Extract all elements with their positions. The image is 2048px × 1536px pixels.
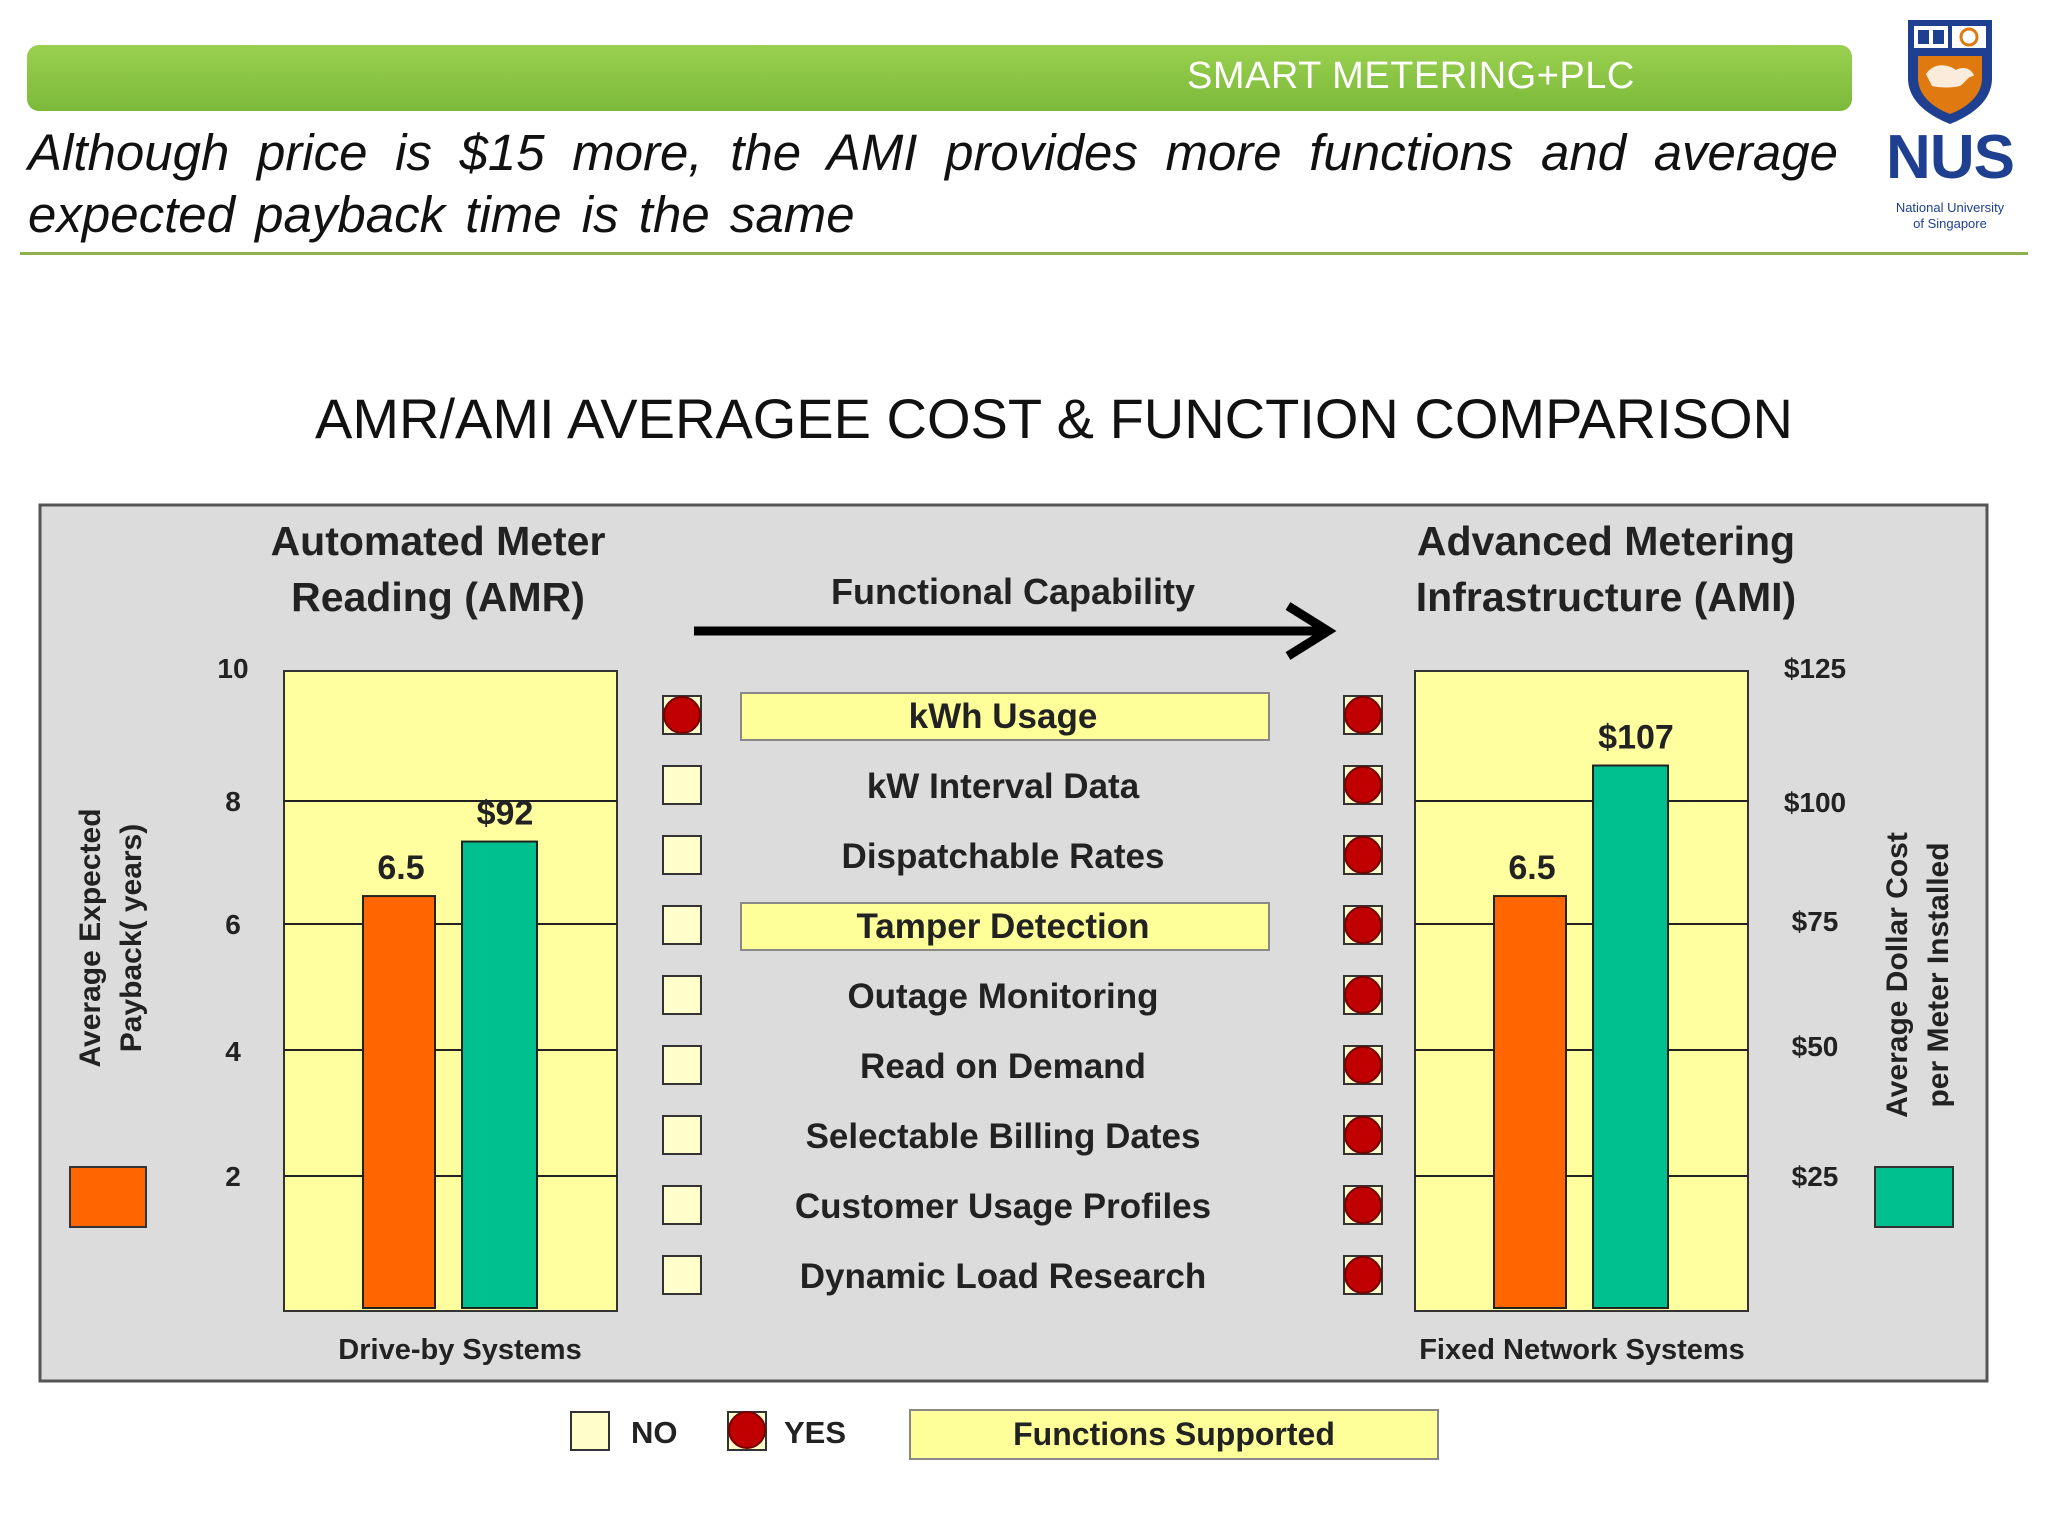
amr-title-line2: Reading (AMR): [291, 574, 585, 620]
function-yes-dot: [1344, 1256, 1382, 1294]
function-check-box: [662, 1045, 702, 1085]
ami-title-line1: Advanced Metering: [1417, 518, 1795, 564]
function-yes-dot: [1344, 766, 1382, 804]
nus-wordmark: NUS: [1886, 123, 2015, 192]
capability-label: Functional Capability: [831, 571, 1195, 612]
nus-name-line1: National University: [1895, 200, 2005, 215]
function-row: Customer Usage Profiles: [662, 1185, 1383, 1226]
function-label: Outage Monitoring: [847, 977, 1158, 1016]
legend-supported-box: [909, 1409, 1439, 1460]
function-row: Dynamic Load Research: [662, 1255, 1383, 1296]
function-highlight: [740, 692, 1270, 741]
function-row: Outage Monitoring: [662, 975, 1383, 1016]
function-label: Dynamic Load Research: [800, 1257, 1207, 1296]
ami-plot-area: [1414, 670, 1749, 1312]
right-tick-label: $50: [1792, 1031, 1839, 1062]
function-yes-dot: [1344, 1186, 1382, 1224]
function-yes-dot: [1344, 906, 1382, 944]
function-label: Selectable Billing Dates: [806, 1117, 1201, 1156]
function-check-box: [662, 765, 702, 805]
payback-value-label: 6.5: [377, 849, 424, 887]
right-tick-label: $75: [1792, 906, 1839, 937]
left-axis-label-line1: Average Expected: [74, 808, 107, 1067]
chart-title: AMR/AMI AVERAGEE COST & FUNCTION COMPARI…: [315, 387, 1793, 450]
nus-logo: NUS National University of Singapore: [1870, 16, 2030, 231]
legend-yes-dot: [728, 1411, 766, 1449]
ami-type-label: Fixed Network Systems: [1419, 1334, 1745, 1366]
function-check-box: [662, 835, 702, 875]
function-label: kWh Usage: [909, 697, 1098, 736]
function-yes-dot: [1344, 1116, 1382, 1154]
payback-bar: [1493, 895, 1567, 1309]
left-axis-label-line2: Payback( years): [115, 824, 148, 1053]
right-tick-label: $25: [1792, 1161, 1839, 1192]
nus-name-line2: of Singapore: [1913, 216, 1987, 231]
amr-title-line1: Automated Meter: [271, 518, 606, 564]
payback-legend-swatch: [69, 1166, 147, 1228]
function-check-box: [662, 975, 702, 1015]
right-tick-label: $100: [1784, 787, 1846, 818]
right-tick-label: $125: [1784, 653, 1846, 684]
cost-bar: [1592, 764, 1669, 1309]
function-check-box: [662, 1255, 702, 1295]
cost-value-label: $92: [477, 795, 534, 833]
function-yes-dot: [1344, 1046, 1382, 1084]
function-label: kW Interval Data: [867, 767, 1140, 806]
amr-plot-area: [283, 670, 618, 1312]
payback-bar: [362, 895, 436, 1309]
header-divider: [20, 252, 2028, 255]
legend-no-label: NO: [631, 1415, 678, 1450]
payback-value-label: 6.5: [1508, 849, 1555, 887]
slide-subtitle: Although price is $15 more, the AMI prov…: [28, 124, 1838, 243]
ami-title-line2: Infrastructure (AMI): [1416, 574, 1796, 620]
left-tick-label: 8: [225, 786, 241, 817]
cost-legend-swatch: [1874, 1166, 1954, 1228]
function-row: Selectable Billing Dates: [662, 1115, 1383, 1156]
function-label: Tamper Detection: [856, 907, 1149, 946]
function-row: Read on Demand: [662, 1045, 1383, 1086]
legend-supported-label: Functions Supported: [1013, 1416, 1335, 1452]
left-tick-label: 2: [225, 1161, 241, 1192]
function-yes-dot: [1344, 696, 1382, 734]
function-yes-dot: [1344, 976, 1382, 1014]
function-yes-dot: [663, 696, 701, 734]
function-check-box: [662, 905, 702, 945]
nus-crest-icon: [1908, 20, 1992, 124]
function-label: Dispatchable Rates: [842, 837, 1165, 876]
legend-no-box: [570, 1411, 610, 1451]
left-tick-label: 4: [225, 1036, 241, 1067]
function-yes-dot: [1344, 836, 1382, 874]
function-row: Tamper Detection: [662, 902, 1383, 951]
legend-yes-label: YES: [784, 1415, 846, 1450]
left-tick-label: 6: [225, 909, 241, 940]
function-check-box: [662, 1115, 702, 1155]
function-row: kW Interval Data: [662, 765, 1383, 806]
right-axis-label-line1: Average Dollar Cost: [1881, 832, 1914, 1118]
banner-title: SMART METERING+PLC: [1187, 55, 1635, 97]
cost-bar: [461, 840, 538, 1309]
cost-value-label: $107: [1598, 719, 1674, 757]
right-axis-label-line2: per Meter Installed: [1922, 842, 1955, 1107]
function-check-box: [662, 1185, 702, 1225]
function-highlight: [740, 902, 1270, 951]
header-banner: SMART METERING+PLC: [27, 45, 1852, 111]
left-tick-label: 10: [217, 653, 248, 684]
function-label: Customer Usage Profiles: [795, 1187, 1211, 1226]
amr-type-label: Drive-by Systems: [338, 1334, 581, 1366]
function-row: Dispatchable Rates: [662, 835, 1383, 876]
function-label: Read on Demand: [860, 1047, 1146, 1086]
capability-arrow-head: [1285, 602, 1337, 660]
function-row: kWh Usage: [662, 692, 1383, 741]
